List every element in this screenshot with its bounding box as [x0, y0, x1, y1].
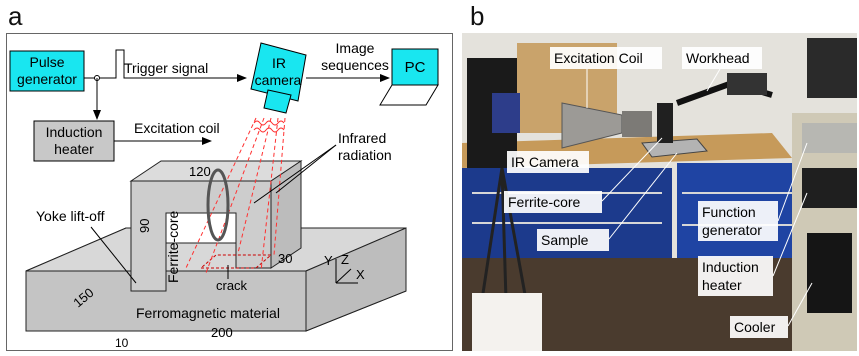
ferromagnetic-plate: [25, 227, 407, 332]
leader-induction-heater: [772, 192, 808, 277]
photo-label-induction-heater-1: Induction: [702, 259, 759, 275]
infrared-radiation-label-1: Infrared: [338, 130, 386, 146]
axis-x-label: X: [356, 267, 365, 282]
label-box-ferrite-core: [504, 191, 602, 213]
infrared-rays: [185, 117, 286, 274]
radiation-waves: [253, 120, 285, 133]
pc-laptop-shape: [379, 48, 439, 106]
yoke-lift-off-label: Yoke lift-off: [36, 208, 105, 224]
axes-triad: [335, 259, 358, 284]
ir-camera-body: [492, 93, 520, 133]
photo-label-induction-heater-2: heater: [702, 277, 742, 293]
leader-sample: [608, 152, 678, 240]
pc-label: PC: [405, 59, 426, 76]
ir-camera-label-2: camera: [255, 72, 302, 88]
dim-30: 30: [278, 251, 292, 266]
paper-sheet: [472, 293, 542, 351]
dim-120: 120: [189, 164, 211, 179]
photo-panel: Excitation Coil Workhead IR Camera Ferri…: [462, 33, 857, 351]
image-sequences-label-1: Image: [336, 40, 375, 56]
ir-camera-label-1: IR: [272, 55, 286, 71]
photo-label-excitation-coil: Excitation Coil: [554, 50, 643, 66]
photo-svg: Excitation Coil Workhead IR Camera Ferri…: [462, 33, 857, 351]
workhead-device: [727, 73, 767, 95]
schematic-svg: Pulse generator Trigger signal IR camera…: [6, 33, 453, 351]
infrared-radiation-label-2: radiation: [338, 147, 392, 163]
computer-tower: [807, 38, 857, 98]
trigger-signal-label: Trigger signal: [124, 60, 208, 76]
label-box-induction-heater: [698, 256, 773, 296]
function-generator-device: [802, 123, 857, 153]
ir-camera-shape: [250, 42, 307, 114]
leader-ferrite-core: [601, 137, 663, 202]
label-box-sample: [537, 229, 609, 251]
induction-heater-label-2: heater: [54, 141, 94, 157]
induction-heater-label-1: Induction: [46, 124, 103, 140]
image-sequences-label-2: sequences: [321, 57, 389, 73]
panel-a-letter: a: [8, 1, 23, 31]
infrared-leader-2: [253, 144, 337, 204]
schematic-panel: Pulse generator Trigger signal IR camera…: [6, 33, 453, 351]
ferrite-core-label: Ferrite-core: [165, 210, 181, 283]
label-box-function-generator: [698, 201, 778, 241]
photo-label-ferrite-core: Ferrite-core: [508, 194, 581, 210]
pulse-waveform: [97, 49, 131, 79]
pulse-generator-label-1: Pulse: [29, 54, 64, 70]
dim-200: 200: [211, 325, 233, 340]
induction-heater-device: [802, 168, 857, 208]
label-box-ir-camera: [507, 151, 589, 173]
excitation-coil-label: Excitation coil: [134, 120, 220, 136]
label-box-excitation-coil: [550, 47, 662, 69]
leader-workhead: [706, 68, 721, 92]
photo-label-function-generator-1: Function: [702, 204, 756, 220]
leader-function-generator: [777, 142, 808, 222]
axis-y-label: Y: [324, 253, 333, 268]
coil-body: [622, 111, 652, 137]
infrared-leader: [275, 144, 337, 194]
photo-label-ir-camera: IR Camera: [511, 154, 579, 170]
axis-z-label: Z: [341, 252, 349, 267]
photo-label-workhead: Workhead: [686, 50, 750, 66]
induction-heater-box: [33, 120, 115, 162]
yoke-lift-off-leader: [90, 226, 137, 284]
photo-label-sample: Sample: [541, 232, 589, 248]
pulse-generator-box: [9, 50, 85, 92]
photo-label-function-generator-2: generator: [702, 222, 762, 238]
dim-90: 90: [137, 219, 152, 233]
excitation-coil-shape: [206, 168, 230, 242]
cooler-device: [807, 233, 852, 313]
panel-b-letter: b: [470, 1, 485, 31]
photo-labels: Excitation Coil Workhead IR Camera Ferri…: [504, 47, 813, 338]
label-box-cooler: [730, 316, 788, 338]
label-box-workhead: [682, 47, 762, 69]
leader-cooler: [787, 282, 813, 327]
ferrite-core-yoke: [129, 160, 303, 292]
pulse-generator-label-2: generator: [17, 71, 77, 87]
ferromagnetic-material-label: Ferromagnetic material: [136, 305, 280, 321]
crack-label: crack: [216, 278, 248, 293]
ferrite-core-device: [657, 103, 673, 143]
dim-10: 10: [115, 336, 129, 350]
photo-label-cooler: Cooler: [734, 319, 776, 335]
